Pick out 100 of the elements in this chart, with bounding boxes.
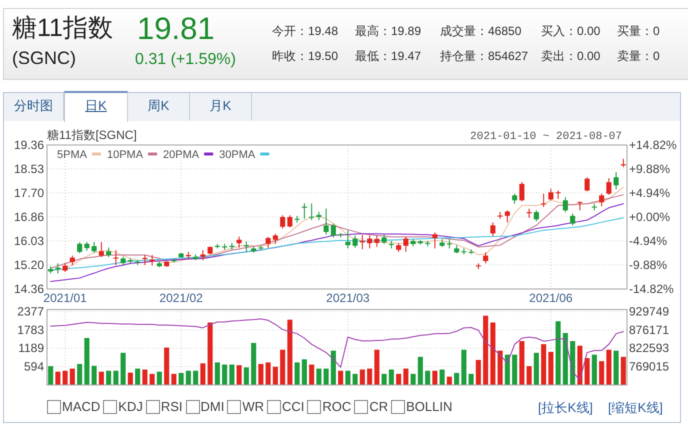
y-tick-label: 15.20	[14, 258, 44, 272]
candlestick	[244, 240, 249, 252]
bar	[120, 352, 126, 385]
legend-label: 10PMA	[106, 149, 144, 161]
bar	[534, 352, 539, 385]
bar	[526, 366, 532, 385]
bar	[106, 370, 112, 385]
y-tick-label: 1189	[18, 341, 44, 356]
bar	[599, 361, 604, 385]
bar	[620, 356, 626, 385]
candlestick	[519, 182, 524, 202]
bar	[512, 354, 518, 385]
bar	[62, 370, 68, 385]
text: [缩短K线]	[608, 399, 663, 417]
bar	[150, 374, 155, 385]
bar	[454, 372, 460, 385]
bar	[476, 360, 481, 385]
bar	[142, 370, 148, 385]
y-tick-label: 16.03	[14, 234, 44, 248]
bar	[584, 358, 590, 385]
bar	[164, 348, 170, 385]
candlestick	[446, 238, 452, 249]
candlestick	[490, 222, 496, 237]
bar	[440, 370, 445, 385]
bar	[577, 346, 582, 385]
chart-title: 糖11指数[SGNC]	[47, 128, 137, 142]
bar	[330, 350, 336, 385]
bar	[446, 376, 452, 385]
candlestick	[614, 172, 619, 190]
bar	[229, 364, 234, 385]
text: 买量：0	[617, 23, 660, 39]
candlestick	[599, 193, 604, 207]
bar	[208, 322, 213, 385]
candlestick	[367, 234, 372, 249]
bar	[200, 363, 206, 385]
y2-tick-label: 929749	[629, 304, 670, 318]
text: 糖11指数	[12, 13, 113, 43]
candlestick	[562, 196, 568, 213]
text: 2021-01-10 ~ 2021-08-07	[470, 131, 622, 143]
bar	[193, 370, 198, 385]
bar	[84, 338, 90, 385]
bar	[48, 366, 54, 385]
candlestick	[570, 213, 576, 226]
bar	[77, 364, 82, 385]
bar	[360, 370, 365, 385]
bar	[570, 341, 576, 385]
bar	[92, 366, 97, 385]
bar	[266, 362, 271, 385]
y-tick-label: 16.86	[14, 210, 44, 224]
bar	[432, 370, 438, 385]
bar	[272, 366, 278, 385]
bar	[113, 370, 118, 385]
text: 分时图	[14, 98, 53, 113]
bar	[461, 350, 466, 385]
y-tick-label: 18.53	[14, 162, 44, 176]
bar	[483, 316, 488, 385]
bar	[548, 352, 554, 385]
text: 买入：0.00	[541, 23, 600, 39]
candlestick	[534, 210, 539, 222]
bar	[490, 322, 496, 385]
candlestick	[266, 236, 271, 248]
text: 最低：19.47	[355, 48, 422, 64]
bar	[382, 374, 387, 385]
candlestick	[309, 202, 314, 221]
bar	[302, 359, 307, 385]
bar	[316, 368, 322, 385]
candlestick	[512, 193, 518, 204]
x-tick-label: 2021/02	[159, 291, 204, 305]
candlestick	[541, 193, 546, 208]
y2-tick-label: +9.88%	[629, 162, 670, 176]
bar	[55, 372, 60, 385]
candlestick	[330, 223, 336, 238]
text: 持仓量：854627	[440, 48, 528, 64]
candlestick	[526, 208, 532, 218]
bar	[70, 368, 75, 385]
bar	[128, 372, 133, 385]
bar	[468, 374, 474, 385]
text: 0.31 (+1.59%)	[135, 50, 236, 70]
y2-tick-label: +0.00%	[629, 210, 670, 224]
text: [拉长K线]	[538, 399, 593, 417]
text: 周K	[148, 98, 170, 113]
bar	[171, 374, 176, 385]
candlestick	[324, 208, 329, 236]
bar	[403, 368, 408, 385]
bar	[186, 370, 191, 385]
bar	[541, 344, 546, 385]
text: 卖出：0.00	[541, 48, 600, 64]
bar	[251, 342, 256, 385]
x-tick-label: 2021/06	[529, 291, 573, 305]
text: KDJ	[118, 399, 143, 414]
text: 卖量：0	[617, 48, 660, 64]
bar	[367, 368, 372, 385]
bar	[498, 350, 503, 385]
y2-tick-label: -4.94%	[629, 234, 668, 248]
bar	[418, 356, 423, 385]
y-tick-label: 19.36	[14, 138, 44, 152]
text: MACD	[62, 399, 100, 414]
bar	[592, 354, 597, 385]
candlestick	[70, 255, 75, 266]
bar	[244, 367, 249, 385]
